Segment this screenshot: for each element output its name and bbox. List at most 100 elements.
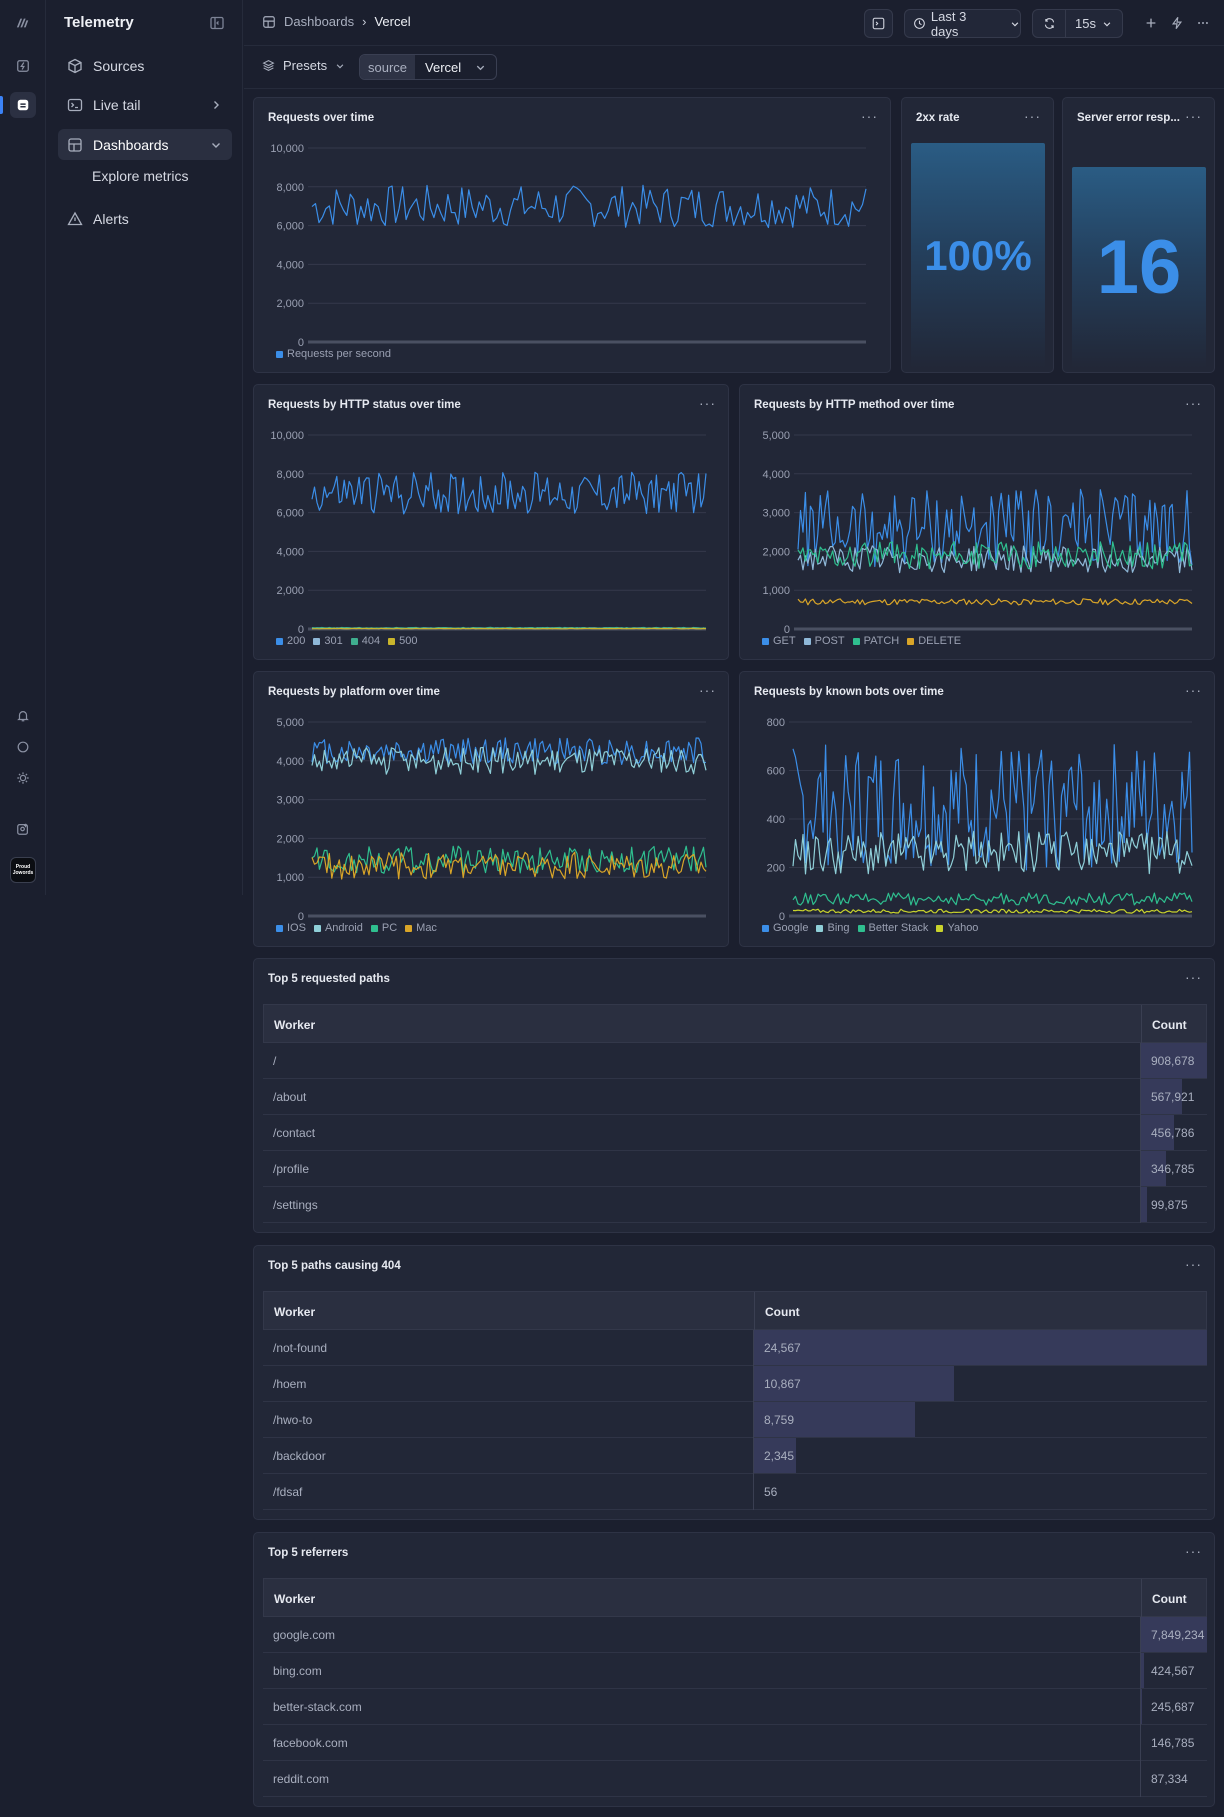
legend-item[interactable]: Better Stack	[857, 922, 928, 934]
sun-icon[interactable]	[10, 765, 36, 791]
table-row[interactable]: google.com 7,849,234	[263, 1617, 1207, 1653]
table-row[interactable]: /fdsaf 56	[263, 1474, 1207, 1510]
legend-item[interactable]: 301	[313, 635, 343, 647]
sidebar-item-sources[interactable]: Sources	[58, 50, 232, 81]
column-header[interactable]: Worker	[274, 1018, 316, 1032]
legend-item[interactable]: Bing	[816, 922, 850, 934]
add-icon[interactable]	[1142, 14, 1160, 32]
series-line-delete[interactable]	[797, 598, 1193, 606]
column-header[interactable]: Count	[1152, 1018, 1187, 1032]
table-row[interactable]: /hwo-to 8,759	[263, 1402, 1207, 1438]
series-line-post[interactable]	[797, 545, 1193, 574]
bell-icon[interactable]	[10, 703, 36, 729]
legend-item[interactable]: 200	[276, 635, 305, 647]
lightning-icon[interactable]	[1168, 14, 1186, 32]
table-row[interactable]: /not-found 24,567	[263, 1330, 1207, 1366]
refresh-button[interactable]	[1033, 10, 1066, 37]
series-line-requests-per-second[interactable]	[311, 184, 867, 229]
series-line-get[interactable]	[797, 488, 1193, 568]
series-line-bing[interactable]	[792, 830, 1193, 875]
table-row[interactable]: /hoem 10,867	[263, 1366, 1207, 1402]
legend-label: Android	[324, 922, 363, 934]
lightning-icon[interactable]	[10, 53, 36, 79]
table-row[interactable]: / 908,678	[263, 1043, 1207, 1079]
column-header[interactable]: Count	[1152, 1592, 1187, 1606]
terminal-button[interactable]	[864, 9, 893, 38]
more-icon[interactable]: ···	[1185, 108, 1202, 124]
legend-item[interactable]: PC	[370, 922, 397, 934]
legend-item[interactable]: Google	[762, 922, 808, 934]
more-icon[interactable]: ···	[699, 682, 716, 698]
series-line-google[interactable]	[792, 744, 1193, 871]
table-row[interactable]: better-stack.com 245,687	[263, 1689, 1207, 1725]
series-line-patch[interactable]	[797, 541, 1193, 570]
sidebar-item-alerts[interactable]: Alerts	[58, 203, 232, 234]
sidebar-collapse-icon[interactable]	[209, 15, 225, 31]
legend-item[interactable]: GET	[762, 635, 796, 647]
legend-item[interactable]: Mac	[405, 922, 437, 934]
column-header[interactable]: Count	[765, 1305, 800, 1319]
sidebar-item-explore-metrics[interactable]: Explore metrics	[92, 168, 189, 184]
breadcrumb-parent[interactable]: Dashboards	[262, 14, 354, 29]
series-line-yahoo[interactable]	[792, 908, 1193, 914]
table-row[interactable]: /about 567,921	[263, 1079, 1207, 1115]
more-icon[interactable]: ···	[699, 395, 716, 411]
cell-count: 146,785	[1151, 1736, 1195, 1750]
source-filter[interactable]: source Vercel	[359, 54, 498, 80]
table-row[interactable]: facebook.com 146,785	[263, 1725, 1207, 1761]
time-range-select[interactable]: Last 3 days	[904, 9, 1021, 39]
sidebar-item-live-tail[interactable]: Live tail	[58, 89, 232, 120]
refresh-interval-select[interactable]: 15s	[1066, 16, 1112, 31]
y-tick-label: 4,000	[276, 546, 304, 558]
source-filter-value[interactable]: Vercel	[415, 55, 496, 79]
more-icon[interactable]	[1194, 14, 1212, 32]
legend-item[interactable]: POST	[803, 635, 845, 647]
table-row[interactable]: /settings 99,875	[263, 1187, 1207, 1223]
telemetry-icon[interactable]	[10, 92, 36, 118]
stat-value: 16	[1072, 167, 1206, 368]
more-icon[interactable]: ···	[1185, 682, 1202, 698]
legend-item[interactable]: IOS	[276, 922, 306, 934]
breadcrumb: Dashboards › Vercel	[262, 14, 411, 29]
more-icon[interactable]: ···	[861, 108, 878, 124]
legend-item[interactable]: Yahoo	[936, 922, 978, 934]
table-row[interactable]: /backdoor 2,345	[263, 1438, 1207, 1474]
line-chart: 0 200 400 600 800	[767, 717, 1193, 923]
more-icon[interactable]: ···	[1185, 1256, 1202, 1272]
presets-dropdown[interactable]: Presets	[262, 58, 345, 73]
y-tick-label: 0	[298, 911, 304, 923]
series-line-android[interactable]	[311, 746, 707, 775]
legend-item[interactable]: 500	[388, 635, 417, 647]
more-icon[interactable]: ···	[1185, 1543, 1202, 1559]
legend-item[interactable]: 404	[350, 635, 380, 647]
more-icon[interactable]: ···	[1185, 969, 1202, 985]
legend-item[interactable]: Android	[313, 922, 363, 934]
legend-item[interactable]: PATCH	[852, 635, 899, 647]
table-row[interactable]: reddit.com 87,334	[263, 1761, 1207, 1797]
column-header[interactable]: Worker	[274, 1592, 316, 1606]
logo-icon[interactable]	[10, 10, 36, 36]
presets-label: Presets	[283, 58, 328, 73]
series-line-404[interactable]	[311, 626, 707, 629]
series-line-better-stack[interactable]	[792, 892, 1193, 906]
legend-item[interactable]: DELETE	[907, 635, 961, 647]
panel-server-errors: Server error resp... ··· 16	[1062, 97, 1215, 373]
table-row[interactable]: /profile 346,785	[263, 1151, 1207, 1187]
panel-top-404-paths: Top 5 paths causing 404 ··· Worker Count /…	[253, 1245, 1215, 1520]
cell-worker: /not-found	[273, 1341, 328, 1355]
series-line-200[interactable]	[311, 471, 707, 515]
series-line-pc[interactable]	[311, 845, 707, 874]
legend-item[interactable]: Requests per second	[276, 348, 391, 360]
table-row[interactable]: /contact 456,786	[263, 1115, 1207, 1151]
filter-bar: Presets source Vercel	[244, 47, 1224, 89]
table-row[interactable]: bing.com 424,567	[263, 1653, 1207, 1689]
chat-icon[interactable]	[10, 734, 36, 760]
more-icon[interactable]: ···	[1185, 395, 1202, 411]
series-line-mac[interactable]	[311, 851, 707, 880]
legend-label: Requests per second	[287, 348, 391, 360]
column-header[interactable]: Worker	[274, 1305, 316, 1319]
sidebar-item-dashboards[interactable]: Dashboards	[58, 129, 232, 160]
more-icon[interactable]: ···	[1024, 108, 1041, 124]
user-plus-icon[interactable]	[10, 816, 36, 842]
avatar[interactable]: Proud Jowords	[10, 857, 36, 883]
